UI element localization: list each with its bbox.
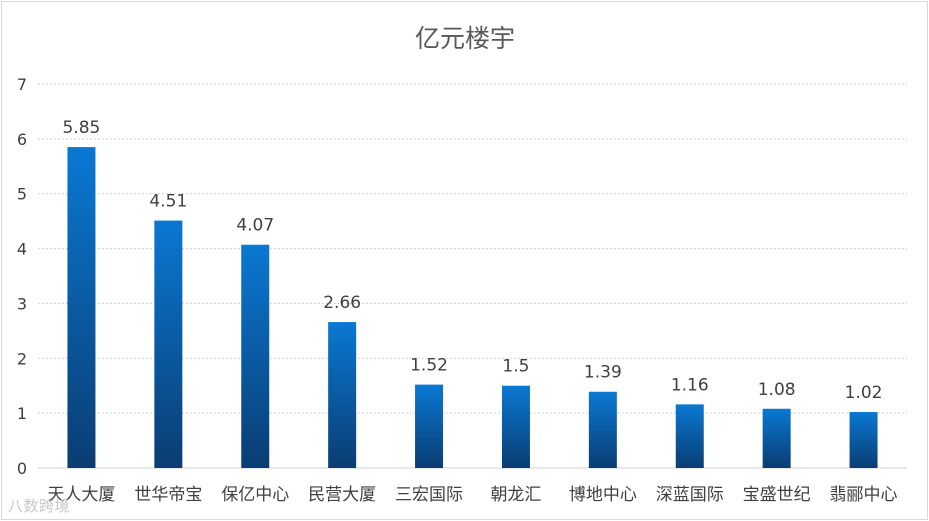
- bar-7: [588, 391, 617, 468]
- bar-6: [501, 385, 530, 468]
- chart-title: 亿元楼宇: [415, 24, 515, 53]
- bar-value-label: 1.5: [502, 357, 529, 377]
- y-tick-label: 0: [17, 459, 27, 478]
- y-tick-label: 4: [17, 240, 27, 259]
- bar-8: [675, 404, 704, 468]
- x-tick-label: 博地中心: [569, 485, 637, 505]
- bar-value-label: 1.08: [758, 380, 796, 400]
- y-tick-label: 1: [17, 404, 27, 423]
- bar-value-label: 5.85: [63, 118, 101, 138]
- x-tick-label: 翡郦中心: [830, 485, 898, 505]
- watermark: 八数跨境: [8, 495, 70, 516]
- x-tick-label: 宝盛世纪: [743, 485, 811, 505]
- bar-value-label: 1.52: [410, 356, 448, 376]
- watermark-text: 八数跨境: [8, 497, 71, 515]
- x-tick-label: 天人大厦: [47, 485, 115, 505]
- bar-value-label: 2.66: [323, 293, 361, 313]
- x-tick-label: 深蓝国际: [656, 485, 724, 505]
- bar-value-label: 1.02: [845, 383, 883, 403]
- bar-4: [328, 322, 357, 468]
- x-tick-label: 朝龙汇: [490, 485, 541, 505]
- y-tick-label: 6: [17, 130, 27, 149]
- bar-9: [762, 408, 791, 468]
- bar-5: [415, 384, 444, 468]
- y-tick-label: 5: [17, 185, 27, 204]
- bar-2: [154, 220, 183, 468]
- y-tick-label: 7: [17, 75, 27, 94]
- y-tick-label: 2: [17, 349, 27, 368]
- bar-3: [241, 244, 270, 468]
- bar-10: [849, 412, 878, 468]
- y-tick-label: 3: [17, 294, 27, 313]
- x-tick-label: 三宏国际: [395, 485, 463, 505]
- bar-value-label: 4.07: [236, 216, 274, 236]
- x-tick-label: 世华帝宝: [134, 485, 202, 505]
- x-tick-label: 民营大厦: [308, 485, 376, 505]
- bar-value-label: 4.51: [149, 192, 187, 212]
- bar-1: [67, 147, 96, 469]
- bar-value-label: 1.16: [671, 375, 709, 395]
- x-tick-label: 保亿中心: [221, 485, 289, 505]
- bar-value-label: 1.39: [584, 363, 622, 383]
